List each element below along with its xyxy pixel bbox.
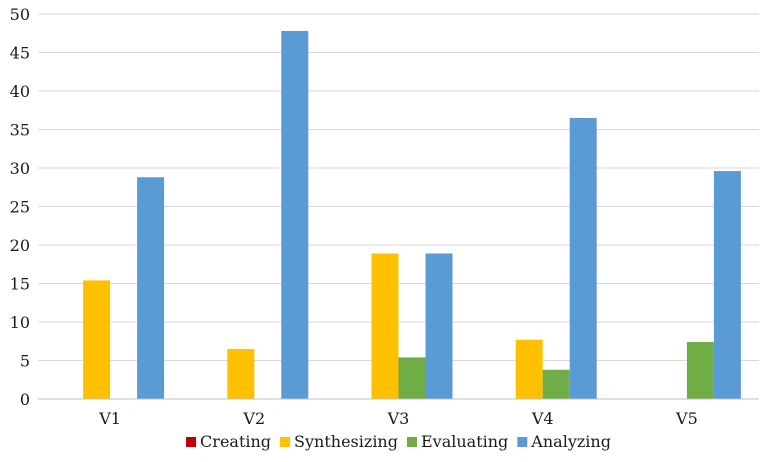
- legend-label: Analyzing: [530, 432, 611, 451]
- y-tick-label: 35: [10, 121, 30, 140]
- bar-synthesizing-v2: [227, 348, 255, 399]
- legend-label: Evaluating: [421, 432, 508, 451]
- y-tick-label: 15: [10, 275, 30, 294]
- legend-swatch: [186, 437, 197, 447]
- legend-item-creating: Creating: [186, 432, 271, 451]
- legend: Creating Synthesizing Evaluating Analyzing: [186, 432, 611, 451]
- x-category-label: V4: [531, 409, 554, 428]
- bar-analyzing-v2: [281, 30, 309, 399]
- y-tick-label: 45: [10, 44, 30, 63]
- legend-item-analyzing: Analyzing: [517, 432, 611, 451]
- bar-analyzing-v3: [425, 253, 453, 399]
- bar-analyzing-v5: [713, 171, 741, 399]
- y-tick-label: 40: [10, 82, 30, 101]
- x-axis: V1 V2 V3 V4 V5: [38, 398, 759, 428]
- bar-synthesizing-v3: [371, 253, 399, 399]
- y-tick-label: 5: [20, 352, 30, 371]
- bar-evaluating-v3: [398, 357, 426, 399]
- bar-analyzing-v4: [569, 117, 597, 399]
- bars: [83, 30, 741, 399]
- y-tick-label: 50: [10, 5, 30, 24]
- bar-synthesizing-v4: [515, 339, 543, 399]
- y-tick-label: 0: [20, 390, 30, 409]
- x-category-label: V1: [98, 409, 121, 428]
- legend-item-evaluating: Evaluating: [406, 432, 508, 451]
- y-tick-label: 10: [10, 313, 30, 332]
- legend-swatch: [517, 437, 528, 447]
- bar-analyzing-v1: [137, 177, 165, 399]
- x-category-label: V3: [387, 409, 410, 428]
- legend-label: Creating: [200, 432, 271, 451]
- legend-item-synthesizing: Synthesizing: [280, 432, 398, 451]
- x-category-label: V5: [675, 409, 698, 428]
- y-tick-label: 20: [10, 236, 30, 255]
- legend-swatch: [280, 437, 291, 447]
- legend-label: Synthesizing: [294, 432, 398, 451]
- x-category-label: V2: [242, 409, 265, 428]
- y-tick-label: 25: [10, 198, 30, 217]
- legend-swatch: [406, 437, 417, 447]
- bar-evaluating-v4: [542, 369, 570, 399]
- y-axis-ticks: 0 5 10 15 20 25 30 35 40 45 50: [10, 5, 30, 409]
- bar-synthesizing-v1: [83, 280, 111, 399]
- y-tick-label: 30: [10, 159, 30, 178]
- bar-evaluating-v5: [686, 342, 714, 399]
